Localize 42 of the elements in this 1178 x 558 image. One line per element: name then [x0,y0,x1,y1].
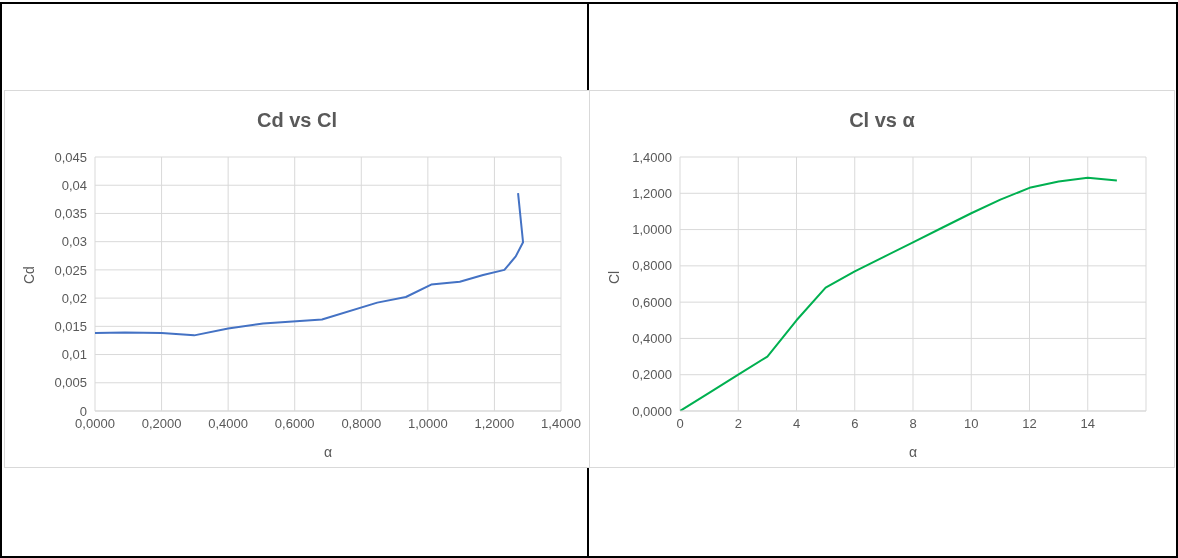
y-tick-label: 0,2000 [632,367,672,383]
y-tick-label: 0,025 [54,262,87,278]
y-tick-label: 0,0000 [632,403,672,419]
y-tick-label: 0,04 [61,177,87,193]
x-tick-label: 0,8000 [341,416,382,432]
chart-title: Cd vs Cl [256,108,338,133]
y-tick-label: 1,4000 [632,149,672,165]
x-tick-label: 12 [1022,416,1037,432]
x-tick-label: 1,2000 [474,416,515,432]
y-tick-label: 0,035 [54,206,87,222]
x-axis-title: α [323,444,333,460]
y-tick-label: 0,6000 [632,294,672,310]
y-tick-label: 0,8000 [632,258,672,274]
y-tick-label: 0,4000 [632,331,672,347]
x-tick-label: 4 [792,416,801,432]
y-axis-title: Cd [20,266,37,284]
y-tick-label: 0,015 [54,318,87,334]
x-tick-label: 1,0000 [407,416,448,432]
x-tick-label: 0,2000 [141,416,182,432]
y-tick-label: 0,045 [54,149,87,165]
x-tick-label: 0,4000 [208,416,249,432]
x-tick-label: 10 [964,416,979,432]
y-tick-label: 0,02 [61,290,87,306]
y-tick-label: 1,2000 [632,185,672,201]
x-tick-label: 0,0000 [75,416,115,432]
line-series [680,176,1118,411]
y-tick-label: 0,03 [61,234,87,250]
x-axis-title: α [908,444,918,460]
x-tick-label: 1,4000 [541,416,581,432]
line-series [95,192,525,337]
x-tick-label: 8 [909,416,917,432]
y-tick-label: 1,0000 [632,222,672,238]
x-tick-label: 0 [676,416,684,432]
y-axis-title: Cl [605,270,622,284]
x-tick-label: 2 [734,416,742,432]
x-tick-label: 6 [851,416,859,432]
y-tick-label: 0,005 [54,375,87,391]
x-tick-label: 0,6000 [274,416,315,432]
x-tick-label: 14 [1080,416,1095,432]
y-tick-label: 0,01 [61,347,87,363]
chart-title: Cl vs α [848,108,916,133]
y-tick-label: 0 [79,403,87,419]
